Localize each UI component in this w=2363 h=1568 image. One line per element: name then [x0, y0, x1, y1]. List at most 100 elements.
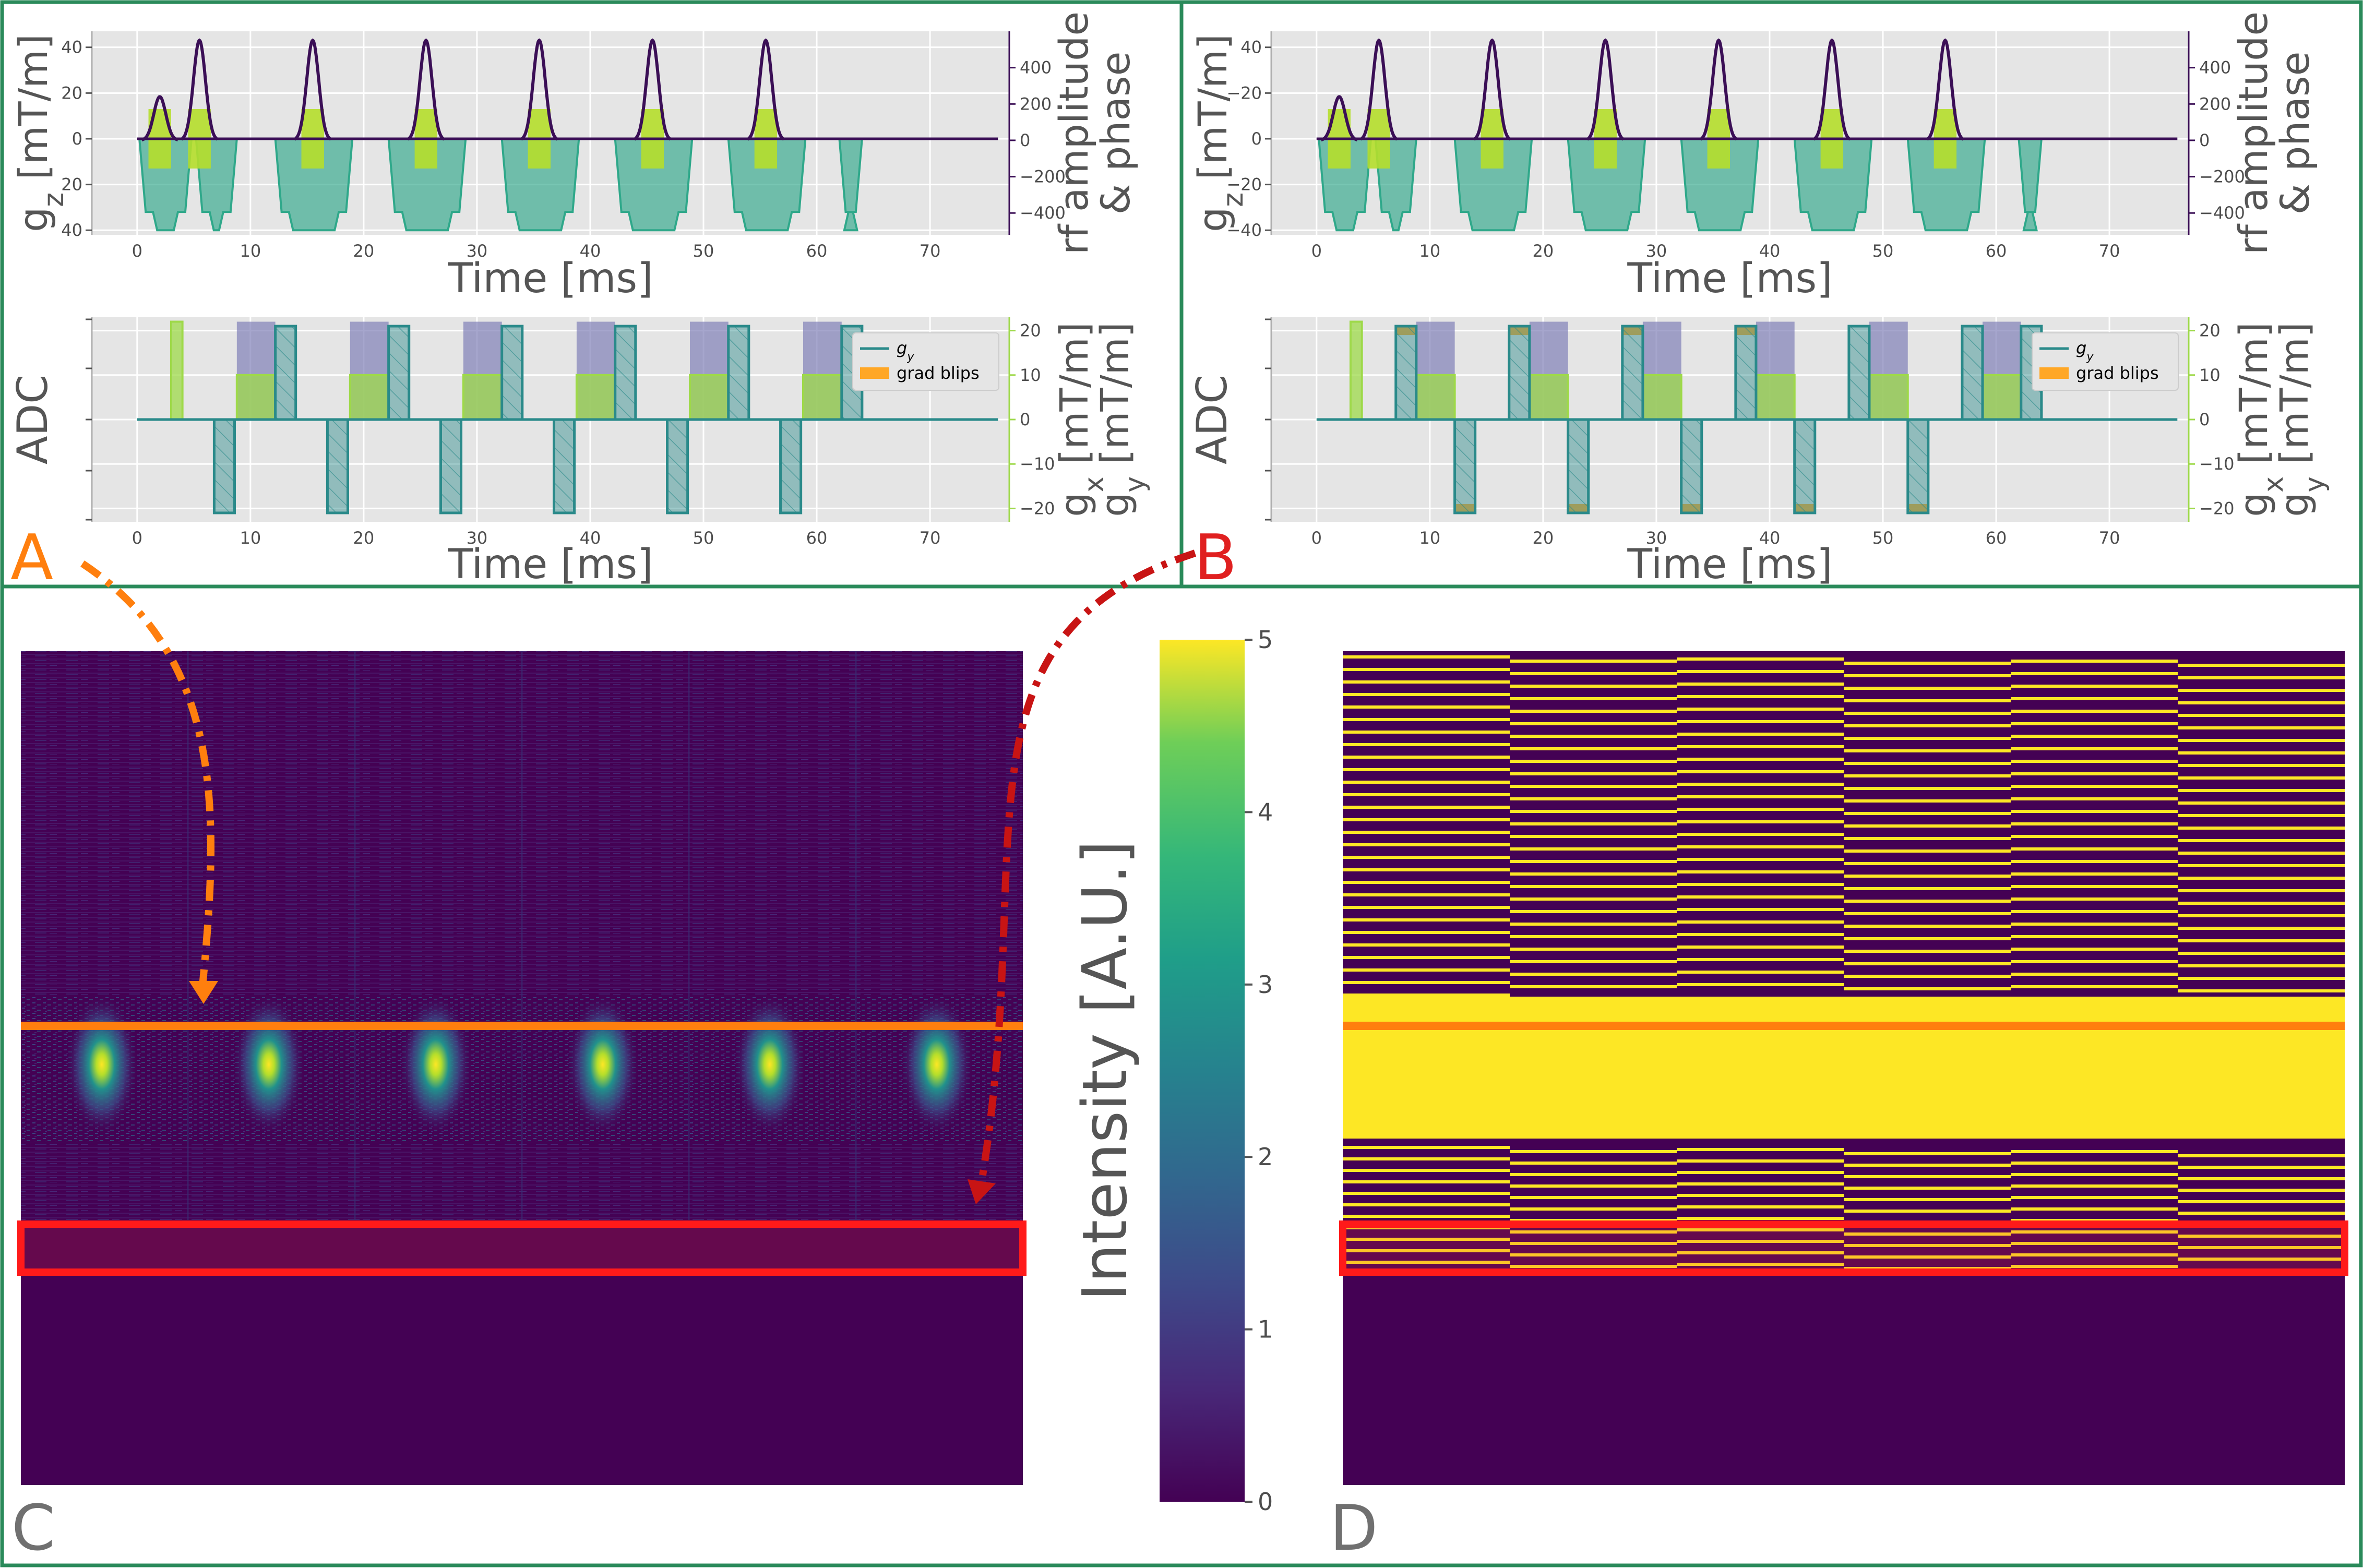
xtick-label: 20	[1533, 528, 1554, 548]
mask-line	[1343, 1180, 1510, 1183]
gz-gradient-block	[274, 137, 354, 232]
mask-line	[1844, 662, 2011, 665]
mask-line	[2011, 1196, 2178, 1199]
xtick-label: 0	[1311, 241, 1322, 261]
mask-line	[1343, 893, 1510, 896]
mask-line	[1844, 975, 2011, 978]
y2tick-label: 0	[1020, 130, 1030, 150]
panel-letter-b: B	[1194, 522, 1237, 594]
arrow-b-head	[968, 1179, 996, 1204]
xtick-label: 60	[1986, 241, 2007, 261]
mask-line	[1510, 872, 1677, 876]
mask-line	[1844, 812, 2011, 815]
mask-line	[1343, 768, 1510, 771]
mask-line	[1343, 731, 1510, 734]
legend-swatch-blips	[860, 367, 889, 379]
mask-line	[1844, 1210, 2011, 1213]
mask-line	[1343, 818, 1510, 821]
mask-line	[1510, 685, 1677, 688]
mask-line	[1844, 1187, 2011, 1190]
rf-pulse	[1359, 38, 1398, 141]
xtick-label: 30	[1646, 528, 1667, 548]
rf-pulse	[294, 38, 332, 141]
mask-line	[2178, 676, 2345, 679]
mask-line	[1510, 935, 1677, 938]
mask-line	[1677, 695, 1844, 698]
mask-line	[1844, 1198, 2011, 1201]
xtick-label: 10	[1419, 528, 1440, 548]
mask-line	[1677, 770, 1844, 773]
gy-block-hatch	[502, 326, 522, 420]
rf-pulse	[180, 38, 219, 141]
y2tick-label: −20	[2199, 498, 2235, 518]
xtick-label: 70	[2099, 528, 2120, 548]
mask-line	[1844, 912, 2011, 915]
mask-line	[2011, 910, 2178, 913]
ytick-label: −20	[1226, 175, 1262, 195]
mask-line	[1343, 918, 1510, 921]
gy-block-hatch	[214, 420, 235, 513]
mask-line	[2178, 852, 2345, 855]
mask-line	[1343, 668, 1510, 671]
mask-line	[2178, 1177, 2345, 1180]
mask-line	[1677, 1159, 1844, 1163]
rf-pulse	[1700, 38, 1738, 141]
mask-line	[2011, 785, 2178, 788]
xtick-label: 40	[1759, 528, 1781, 548]
arrow-a-head	[189, 981, 218, 1004]
mask-line	[2178, 1200, 2345, 1203]
mask-line	[2011, 935, 2178, 938]
mask-line	[2178, 726, 2345, 729]
xaxis-title: Time [ms]	[447, 255, 653, 302]
mask-line	[2178, 1212, 2345, 1215]
colorbar-tick-label: 3	[1258, 971, 1273, 999]
mask-line	[1677, 720, 1844, 723]
colorbar-tick-label: 5	[1258, 626, 1273, 654]
gx-readout-block	[575, 374, 616, 421]
mask-line	[1510, 910, 1677, 913]
mask-line	[1844, 712, 2011, 715]
mask-line	[1677, 833, 1844, 836]
ytick-label: 20	[61, 175, 82, 195]
mask-line	[1677, 870, 1844, 873]
gz-gradient-block	[838, 137, 864, 232]
mask-line	[1343, 781, 1510, 784]
mask-line	[2011, 697, 2178, 700]
mask-line	[1343, 1192, 1510, 1195]
mask-line	[1343, 931, 1510, 934]
mask-line	[2178, 877, 2345, 880]
mask-line	[1510, 1242, 1677, 1245]
y2tick-label: −400	[2199, 203, 2245, 223]
mask-line	[1343, 1169, 1510, 1172]
mask-line	[2178, 776, 2345, 780]
y2tick-label: 200	[2199, 94, 2231, 114]
mask-line	[1844, 875, 2011, 878]
mask-line	[2011, 722, 2178, 725]
mask-line	[1677, 1251, 1844, 1254]
mask-line	[2011, 860, 2178, 863]
mask-line	[1844, 837, 2011, 840]
mask-line	[1677, 1182, 1844, 1186]
mask-line	[2178, 827, 2345, 830]
mask-line	[1343, 1146, 1510, 1149]
mask-line	[1677, 745, 1844, 748]
mask-line	[1510, 1230, 1677, 1234]
mask-line	[1343, 956, 1510, 959]
gx-readout-block	[1528, 374, 1569, 421]
y2tick-label: 10	[2199, 365, 2221, 385]
mask-line	[1844, 962, 2011, 965]
xtick-label: 50	[693, 241, 714, 261]
mask-line	[2178, 814, 2345, 817]
gz-gradient-block	[1793, 137, 1873, 232]
yaxis-left-title: ADC	[1188, 375, 1236, 464]
mask-line	[2011, 1242, 2178, 1245]
mask-line	[1844, 987, 2011, 990]
y2tick-label: 20	[2199, 321, 2221, 341]
mask-line	[1343, 680, 1510, 684]
mask-line	[1677, 933, 1844, 936]
xtick-label: 30	[467, 528, 488, 548]
mask-line	[1844, 1232, 2011, 1236]
mask-line	[1510, 897, 1677, 901]
mask-line	[2178, 1154, 2345, 1157]
mask-line	[1677, 1240, 1844, 1243]
